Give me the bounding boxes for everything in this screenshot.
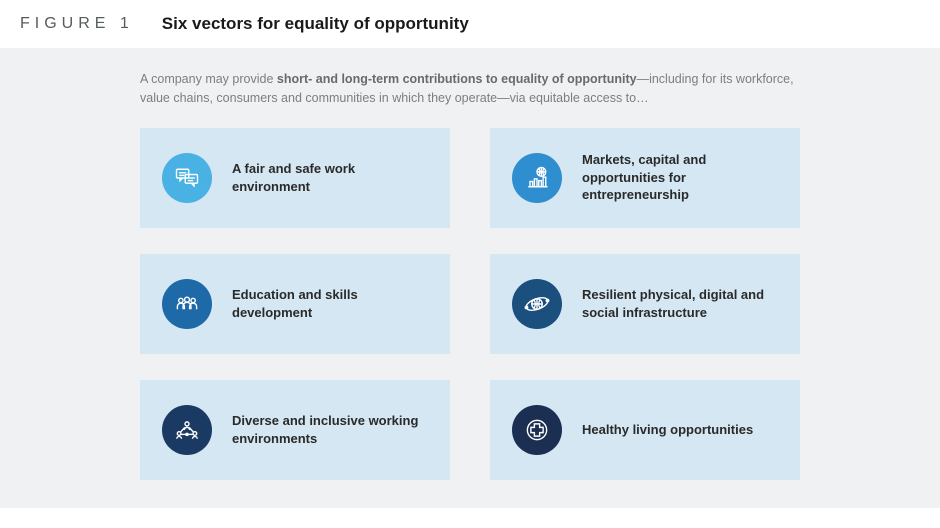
vector-card-label: Diverse and inclusive working environmen… <box>232 412 428 447</box>
vector-card-healthy-living: Healthy living opportunities <box>490 380 800 480</box>
vector-card-label: Education and skills development <box>232 286 428 321</box>
chat-group-icon <box>162 153 212 203</box>
vector-card-fair-safe-work: A fair and safe work environment <box>140 128 450 228</box>
vector-card-label: Healthy living opportunities <box>582 421 753 439</box>
vector-card-diverse-inclusive: Diverse and inclusive working environmen… <box>140 380 450 480</box>
figure-body: A company may provide short- and long-te… <box>0 48 940 508</box>
intro-text: A company may provide short- and long-te… <box>140 70 800 108</box>
vector-card-resilient-infra: Resilient physical, digital and social i… <box>490 254 800 354</box>
figure-header: FIGURE 1 Six vectors for equality of opp… <box>0 0 940 48</box>
vector-grid: A fair and safe work environment Markets… <box>140 128 800 480</box>
vector-card-label: Markets, capital and opportunities for e… <box>582 151 778 204</box>
vector-card-markets-capital: Markets, capital and opportunities for e… <box>490 128 800 228</box>
intro-bold: short- and long-term contributions to eq… <box>277 72 637 86</box>
vector-card-label: Resilient physical, digital and social i… <box>582 286 778 321</box>
globe-chart-icon <box>512 153 562 203</box>
figure-title: Six vectors for equality of opportunity <box>162 14 469 34</box>
people-row-icon <box>162 279 212 329</box>
figure-label: FIGURE 1 <box>20 15 134 33</box>
vector-card-label: A fair and safe work environment <box>232 160 428 195</box>
health-cross-icon <box>512 405 562 455</box>
intro-prefix: A company may provide <box>140 72 277 86</box>
vector-card-education-skills: Education and skills development <box>140 254 450 354</box>
network-people-icon <box>162 405 212 455</box>
orbit-globe-icon <box>512 279 562 329</box>
